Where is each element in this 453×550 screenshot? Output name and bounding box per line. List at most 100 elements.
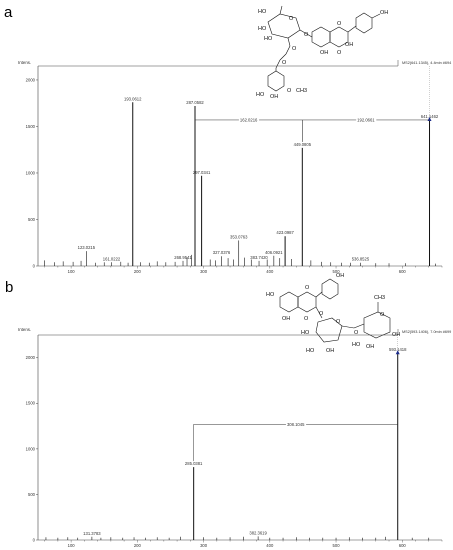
panel-a-xtick-label: 500 (333, 269, 341, 274)
panel-b-plot: 0 500 1000 1500 2000 100 200 300 400 500 600 131.37… (26, 329, 443, 548)
panel-b-peak-label: 593.1418 (389, 347, 407, 352)
panel-a: a HO OH O O O O HO HO (4, 4, 451, 274)
panel-a-peak-label: 353.0763 (230, 234, 248, 239)
panel-a-bond (347, 25, 357, 33)
panel-a-peak-label: 123.0215 (78, 245, 96, 250)
panel-b-xtick-label: 500 (333, 543, 341, 548)
panel-a-structure-label: OH (270, 94, 278, 100)
panel-a-structure-label: HO (258, 26, 267, 32)
panel-a-ytick-label: 1500 (26, 124, 36, 129)
panel-a-peak-label: 449.0805 (294, 142, 312, 147)
panel-b-structure-label: OH (366, 344, 374, 350)
panel-a-structure-label: HO (258, 9, 267, 15)
panel-a-ytick-label: 1000 (26, 170, 36, 175)
panel-a-structure-label: O (304, 32, 309, 38)
panel-b-ytick-label: 1000 (26, 446, 36, 451)
panel-a-peak-label: 406.0921 (265, 250, 283, 255)
panel-a-ytick-label: 2000 (26, 77, 36, 82)
panel-b-bond (315, 291, 323, 298)
panel-a-structure-label: HO (256, 92, 265, 98)
panel-a-ytick-label: 500 (28, 217, 36, 222)
panel-a-peak-label: 297.0341 (193, 170, 211, 175)
panel-b-peak-label: 285.0381 (185, 461, 203, 466)
panel-a-structure-label: HO (264, 36, 273, 42)
panel-a-structure-label: O (282, 60, 287, 66)
panel-b-structure: OH HO O OH O O O HO O O CH3 HO OH HO OH … (266, 273, 400, 354)
panel-b-structure-label: HO (352, 342, 361, 348)
panel-b-ytick-label: 2000 (26, 355, 36, 360)
panel-b-precursor-marker (395, 350, 400, 355)
panel-b-xtick-label: 400 (266, 543, 274, 548)
panel-a-bond (279, 53, 287, 61)
panel-a-peak-label: 327.0376 (213, 250, 231, 255)
panel-a-bond (371, 13, 381, 19)
panel-b-ring-b (321, 278, 339, 300)
panel-a-ylabel: Intens. (18, 60, 31, 65)
panel-a-structure-label: O (287, 88, 292, 94)
panel-a-bond (287, 37, 291, 47)
panel-a-precursor-info: MS2(641.1345), 4.4min #694 (402, 61, 451, 65)
panel-b-ylabel: Intens. (18, 327, 31, 332)
panel-b-ring-c (297, 291, 317, 313)
panel-a-peak-label: 268.9541 (174, 255, 192, 260)
panel-a-xtick-label: 200 (134, 269, 142, 274)
panel-b-structure-label: O (319, 311, 324, 317)
panel-a-peak-label: 536.8525 (352, 257, 370, 262)
panel-b-bond (315, 306, 323, 319)
panel-b-ring-a (279, 291, 299, 313)
panel-b-rhamnose-ring (363, 311, 391, 339)
panel-a-structure-label: O (289, 16, 294, 22)
panel-a-structure-label: OH (345, 42, 353, 48)
panel-b-bond (353, 323, 365, 329)
panel-a-acyl-ring (267, 70, 285, 92)
panel-b-loss-label-bg (285, 421, 307, 428)
panel-a-peak-label: 161.0222 (103, 256, 121, 261)
panel-a-structure-label: O (337, 21, 342, 27)
panel-b-bond (341, 325, 355, 329)
panel-a-loss-label: 192.0661 (357, 117, 375, 122)
panel-a-peak-label: 383.7420 (250, 255, 268, 260)
panel-a-structure-label: OH (380, 10, 388, 16)
panel-a-xtick-label: 100 (68, 269, 76, 274)
panel-b-loss-label: 308.1045 (287, 422, 305, 427)
panel-a-letter: a (4, 4, 13, 21)
panel-a-ytick-label: 0 (33, 263, 36, 268)
panel-a-loss-label-bg (238, 117, 260, 123)
panel-a-ring-a (311, 26, 331, 48)
panel-b-ytick-label: 500 (28, 492, 36, 497)
panel-a-structure: HO OH O O O O HO HO O OH O OH HO OH O CH… (256, 5, 388, 100)
panel-b-structure-label: HO (266, 292, 275, 298)
panel-b-ytick-label: 0 (33, 537, 36, 542)
panel-b-structure-label: HO (301, 330, 310, 336)
panel-a-structure-label: O (337, 50, 342, 56)
panel-b-xtick-label: 200 (134, 543, 142, 548)
panel-b-structure-label: O (336, 319, 341, 325)
panel-b-letter: b (5, 279, 13, 296)
panel-a-loss-label-bg (356, 117, 377, 123)
panel-b-structure-label: OH (282, 316, 290, 322)
panel-b-structure-label: O (380, 312, 385, 318)
panel-b-xtick-label: 300 (200, 543, 208, 548)
panel-a-structure-label: O (292, 46, 297, 52)
panel-b-peak-label: 131.3783 (83, 531, 101, 536)
panel-b-peak-label: 382.3619 (249, 530, 267, 535)
panel-b: b OH HO O OH O O O HO O O CH3 HO OH HO (5, 273, 451, 548)
panel-b-structure-label: OH (336, 273, 344, 279)
panel-b-structure-label: O (354, 330, 359, 336)
panel-b-structure-label: O (305, 285, 310, 291)
panel-b-precursor-info: MS2(593.1406), 7.0min #699 (402, 330, 451, 334)
panel-a-xtick-label: 400 (266, 269, 274, 274)
panel-a-sugar-ring (267, 13, 301, 39)
panel-a-plot: 0 500 1000 1500 2000 100 200 300 400 500 600 123.02… (26, 60, 443, 274)
panel-a-bond (279, 5, 283, 15)
panel-a-structure-label: OH (320, 50, 328, 56)
panel-a-peak-label: 641.1462 (421, 114, 439, 119)
panel-a-bond (299, 29, 313, 38)
panel-a-xtick-label: 600 (399, 269, 407, 274)
panel-a-loss-label: 162.0216 (240, 117, 258, 122)
panel-b-structure-label: HO (306, 348, 315, 354)
panel-b-xtick-label: 100 (68, 543, 76, 548)
panel-b-ytick-label: 1500 (26, 401, 36, 406)
panel-a-peak-label: 193.0612 (124, 96, 142, 101)
